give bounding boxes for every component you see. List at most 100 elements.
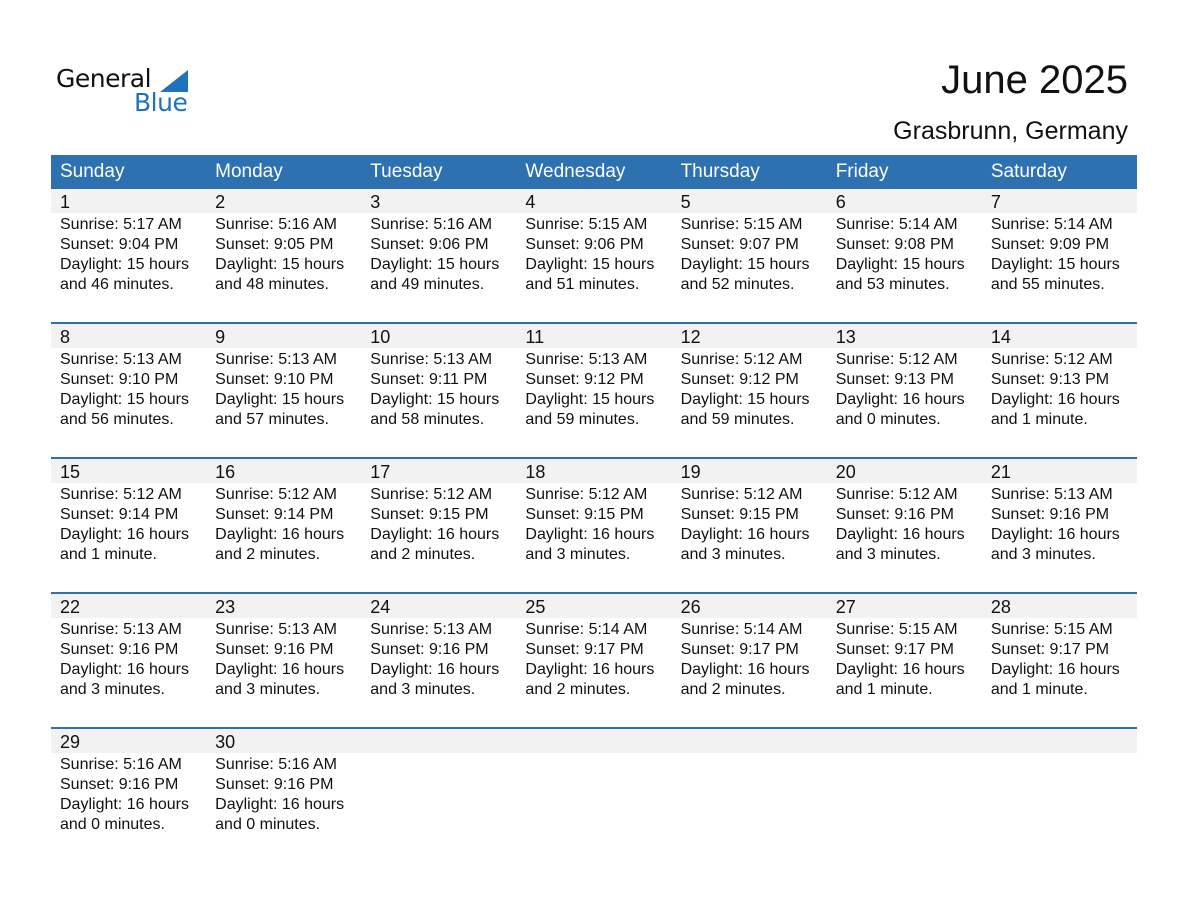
daylight-minutes-text: and 55 minutes. xyxy=(990,276,1105,293)
sunset-text: Sunset: 9:06 PM xyxy=(525,236,644,253)
daylight-text: Daylight: 15 hours xyxy=(60,391,189,408)
weekday-friday: Friday xyxy=(835,161,889,182)
sunrise-text: Sunrise: 5:12 AM xyxy=(835,486,958,503)
day-cell: 10 Sunrise: 5:13 AM Sunset: 9:11 PM Dayligh… xyxy=(361,324,516,430)
day-cell: 4 Sunrise: 5:15 AM Sunset: 9:06 PM Daylight… xyxy=(516,189,671,295)
day-cell: 9 Sunrise: 5:13 AM Sunset: 9:10 PM Daylight… xyxy=(206,324,361,430)
sunrise-text: Sunrise: 5:13 AM xyxy=(215,351,337,368)
sunrise-text: Sunrise: 5:16 AM xyxy=(60,756,182,773)
sunset-text: Sunset: 9:14 PM xyxy=(60,506,179,523)
sunset-text: Sunset: 9:10 PM xyxy=(215,371,334,388)
day-number: 19 xyxy=(680,462,701,482)
day-cell: 23 Sunrise: 5:13 AM Sunset: 9:16 PM Dayligh… xyxy=(206,594,361,700)
sunrise-text: Sunrise: 5:13 AM xyxy=(370,621,493,638)
daylight-minutes-text: and 48 minutes. xyxy=(215,276,329,293)
day-number: 12 xyxy=(680,327,701,347)
daylight-minutes-text: and 53 minutes. xyxy=(835,276,950,293)
daylight-text: Daylight: 16 hours xyxy=(60,661,189,678)
sunrise-text: Sunrise: 5:13 AM xyxy=(370,351,493,368)
sunset-text: Sunset: 9:15 PM xyxy=(525,506,644,523)
sunrise-text: Sunrise: 5:15 AM xyxy=(990,621,1113,638)
daylight-minutes-text: and 3 minutes. xyxy=(680,546,786,563)
daylight-minutes-text: and 49 minutes. xyxy=(370,276,485,293)
daylight-minutes-text: and 1 minute. xyxy=(990,411,1088,428)
day-number: 10 xyxy=(370,327,391,347)
sunset-text: Sunset: 9:16 PM xyxy=(60,641,179,658)
day-cell: 25 Sunrise: 5:14 AM Sunset: 9:17 PM Dayligh… xyxy=(516,594,671,700)
day-cell: 14 Sunrise: 5:12 AM Sunset: 9:13 PM Dayligh… xyxy=(982,324,1137,430)
daylight-minutes-text: and 1 minute. xyxy=(990,681,1088,698)
daylight-text: Daylight: 15 hours xyxy=(215,391,345,408)
week-row: 29 Sunrise: 5:16 AM Sunset: 9:16 PM Dayligh… xyxy=(51,727,1137,862)
sunset-text: Sunset: 9:12 PM xyxy=(680,371,799,388)
daylight-text: Daylight: 16 hours xyxy=(990,526,1120,543)
weekday-wednesday: Wednesday xyxy=(525,161,626,182)
daylight-text: Daylight: 15 hours xyxy=(525,391,655,408)
sunset-text: Sunset: 9:17 PM xyxy=(835,641,954,658)
daylight-text: Daylight: 15 hours xyxy=(525,256,655,273)
daylight-minutes-text: and 0 minutes. xyxy=(60,816,165,833)
sunrise-text: Sunrise: 5:12 AM xyxy=(60,486,182,503)
daylight-text: Daylight: 16 hours xyxy=(990,661,1120,678)
daylight-text: Daylight: 15 hours xyxy=(835,256,965,273)
calendar: Sunday Monday Tuesday Wednesday Thursday Frid… xyxy=(51,155,1137,862)
sunset-text: Sunset: 9:15 PM xyxy=(680,506,799,523)
sunrise-text: Sunrise: 5:12 AM xyxy=(370,486,493,503)
sunset-text: Sunset: 9:04 PM xyxy=(60,236,179,253)
daylight-minutes-text: and 0 minutes. xyxy=(215,816,321,833)
day-cell: 13 Sunrise: 5:12 AM Sunset: 9:13 PM Dayligh… xyxy=(827,324,982,430)
day-cell: 21 Sunrise: 5:13 AM Sunset: 9:16 PM Dayligh… xyxy=(982,459,1137,565)
sunset-text: Sunset: 9:16 PM xyxy=(835,506,954,523)
daylight-text: Daylight: 15 hours xyxy=(990,256,1120,273)
daylight-text: Daylight: 15 hours xyxy=(215,256,345,273)
date-band xyxy=(51,189,1137,213)
day-number: 6 xyxy=(835,192,846,212)
sunrise-text: Sunrise: 5:15 AM xyxy=(525,216,648,233)
day-number: 2 xyxy=(215,192,226,212)
daylight-text: Daylight: 15 hours xyxy=(370,391,500,408)
weekday-tuesday: Tuesday xyxy=(370,161,443,182)
weekday-saturday: Saturday xyxy=(990,161,1067,182)
day-cell: 11 Sunrise: 5:13 AM Sunset: 9:12 PM Dayligh… xyxy=(516,324,671,430)
day-number: 4 xyxy=(525,192,536,212)
day-number: 30 xyxy=(215,732,236,752)
weekday-thursday: Thursday xyxy=(680,161,760,182)
daylight-minutes-text: and 56 minutes. xyxy=(60,411,174,428)
page-title: June 2025 xyxy=(941,58,1128,102)
daylight-minutes-text: and 52 minutes. xyxy=(680,276,795,293)
sunrise-text: Sunrise: 5:13 AM xyxy=(60,351,182,368)
daylight-minutes-text: and 2 minutes. xyxy=(525,681,631,698)
sunrise-text: Sunrise: 5:17 AM xyxy=(60,216,182,233)
day-number: 22 xyxy=(60,597,81,617)
daylight-minutes-text: and 1 minute. xyxy=(835,681,933,698)
daylight-minutes-text: and 59 minutes. xyxy=(680,411,795,428)
day-cell: 18 Sunrise: 5:12 AM Sunset: 9:15 PM Dayligh… xyxy=(516,459,671,565)
day-number: 16 xyxy=(215,462,236,482)
sunset-text: Sunset: 9:16 PM xyxy=(215,776,334,793)
sunset-text: Sunset: 9:17 PM xyxy=(680,641,799,658)
sunrise-text: Sunrise: 5:13 AM xyxy=(990,486,1113,503)
day-number: 25 xyxy=(525,597,546,617)
sunrise-text: Sunrise: 5:14 AM xyxy=(680,621,803,638)
sunrise-text: Sunrise: 5:14 AM xyxy=(835,216,958,233)
day-number: 21 xyxy=(990,462,1011,482)
daylight-text: Daylight: 16 hours xyxy=(835,661,965,678)
sunset-text: Sunset: 9:16 PM xyxy=(215,641,334,658)
sunrise-text: Sunrise: 5:12 AM xyxy=(525,486,648,503)
sunrise-text: Sunrise: 5:12 AM xyxy=(680,351,803,368)
date-band xyxy=(51,729,1137,753)
logo-text-blue: Blue xyxy=(134,88,188,117)
day-number: 14 xyxy=(990,327,1011,347)
day-number: 7 xyxy=(990,192,1001,212)
day-cell: 20 Sunrise: 5:12 AM Sunset: 9:16 PM Dayligh… xyxy=(827,459,982,565)
day-cell: 1 Sunrise: 5:17 AM Sunset: 9:04 PM Daylight… xyxy=(51,189,206,295)
day-cell: 26 Sunrise: 5:14 AM Sunset: 9:17 PM Dayligh… xyxy=(672,594,827,700)
sunrise-text: Sunrise: 5:15 AM xyxy=(835,621,958,638)
sunset-text: Sunset: 9:06 PM xyxy=(370,236,489,253)
week-row: 8 Sunrise: 5:13 AM Sunset: 9:10 PM Daylight… xyxy=(51,322,1137,457)
daylight-text: Daylight: 16 hours xyxy=(215,661,345,678)
sunset-text: Sunset: 9:17 PM xyxy=(990,641,1110,658)
week-row: 15 Sunrise: 5:12 AM Sunset: 9:14 PM Dayligh… xyxy=(51,457,1137,592)
daylight-minutes-text: and 3 minutes. xyxy=(525,546,631,563)
logo-text-general: General xyxy=(56,64,152,93)
